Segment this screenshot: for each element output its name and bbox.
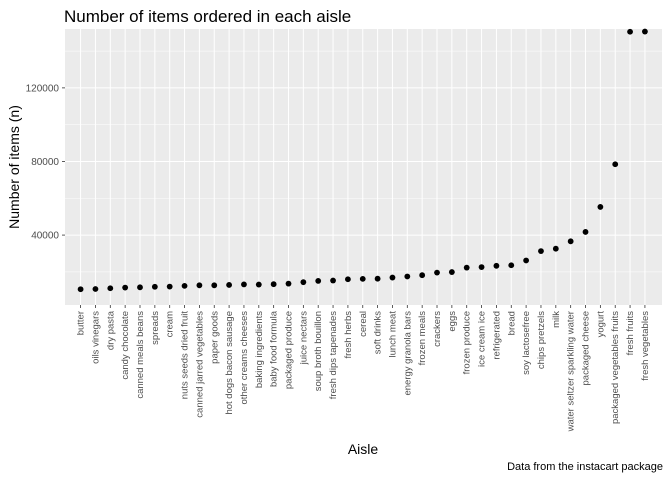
x-tick-label-10: hot dogs bacon sausage [224,311,235,415]
point-1 [92,286,99,292]
plot-panel [65,29,662,305]
point-10 [226,282,233,288]
grid-lines [65,29,662,305]
point-8 [196,282,203,289]
x-tick-label-13: baby food formula [269,310,280,387]
x-tick-label-21: lunch meat [387,311,398,358]
point-31 [538,248,544,254]
point-25 [448,269,455,275]
chart-title: Number of items ordered in each aisle [64,7,351,26]
point-0 [77,286,84,293]
point-3 [122,284,129,291]
x-tick-label-2: dry pasta [105,310,116,350]
x-tick-label-0: butter [76,311,87,335]
x-tick-label-38: fresh vegetables [640,311,651,381]
x-tick-label-34: packaged cheese [581,311,592,385]
point-19 [359,275,366,282]
x-tick-label-19: cereal [358,311,369,337]
x-tick-label-8: canned jarred vegetables [194,311,205,418]
x-axis: butter oils vinegars dry pasta candy chocol… [76,305,651,432]
point-21 [389,274,396,281]
x-tick-label-37: fresh fruits [625,311,636,356]
point-20 [374,275,381,282]
point-38 [642,28,648,35]
point-7 [181,282,188,289]
x-tick-label-15: juice nectars [298,311,309,366]
point-16 [315,277,322,284]
point-37 [627,28,633,35]
x-tick-label-1: oils vinegars [90,311,101,364]
x-tick-label-29: bread [506,311,517,335]
point-32 [552,245,559,252]
x-tick-label-18: fresh herbs [343,311,354,359]
point-28 [493,262,500,269]
chart-caption: Data from the instacart package [507,461,663,473]
point-11 [241,281,247,288]
x-tick-label-6: cream [165,311,176,337]
x-tick-label-4: canned meals beans [135,311,146,399]
point-35 [597,204,604,210]
x-tick-label-36: packaged vegetables fruits [610,311,621,424]
x-tick-label-20: soft drinks [373,311,384,355]
point-29 [508,262,515,269]
point-15 [300,279,307,286]
point-34 [582,229,589,235]
x-tick-label-24: crackers [432,311,443,347]
x-tick-label-35: yogurt [595,311,606,338]
x-tick-label-12: baking ingredients [254,311,265,388]
x-tick-label-16: soup broth bouillon [313,311,324,391]
point-14 [285,280,292,287]
x-tick-label-32: milk [551,311,562,328]
y-tick-label-0: 40000 [31,231,59,242]
x-tick-label-22: energy granola bars [402,311,413,396]
point-13 [270,281,277,288]
point-27 [478,264,485,270]
x-tick-label-5: spreads [150,311,161,345]
x-tick-label-9: paper goods [209,311,220,364]
y-axis-title: Number of items (n) [6,105,22,229]
x-tick-label-14: packaged produce [284,311,295,389]
y-tick-label-1: 80000 [31,157,59,168]
point-24 [434,269,440,276]
point-5 [151,283,158,290]
point-26 [463,264,470,271]
x-tick-label-3: candy chocolate [120,311,131,380]
x-tick-label-23: frozen meals [417,311,428,366]
x-tick-label-33: water seltzer sparkling water [566,311,577,432]
y-axis: 40000 80000 120000 [26,83,65,242]
x-tick-label-25: eggs [447,311,458,332]
y-tick-label-2: 120000 [26,83,60,94]
x-tick-label-27: ice cream ice [477,311,488,367]
point-17 [330,277,336,284]
data-points [77,28,648,293]
point-18 [345,276,351,283]
point-33 [567,238,574,245]
x-tick-label-30: soy lactosefree [521,311,532,375]
x-tick-label-11: other creams cheeses [239,311,250,405]
x-tick-label-17: fresh dips tapenades [328,311,339,399]
point-4 [137,284,143,291]
point-12 [255,281,262,288]
point-30 [523,257,530,264]
x-tick-label-7: nuts seeds dried fruit [180,311,191,400]
point-36 [612,161,619,168]
x-axis-title: Aisle [348,441,379,457]
x-tick-label-31: chips pretzels [536,311,547,369]
x-tick-label-28: refrigerated [491,311,502,360]
x-tick-label-26: frozen produce [462,311,473,374]
point-9 [211,282,218,289]
point-2 [107,285,114,292]
point-6 [166,283,173,290]
point-22 [404,273,411,280]
point-23 [419,272,426,279]
